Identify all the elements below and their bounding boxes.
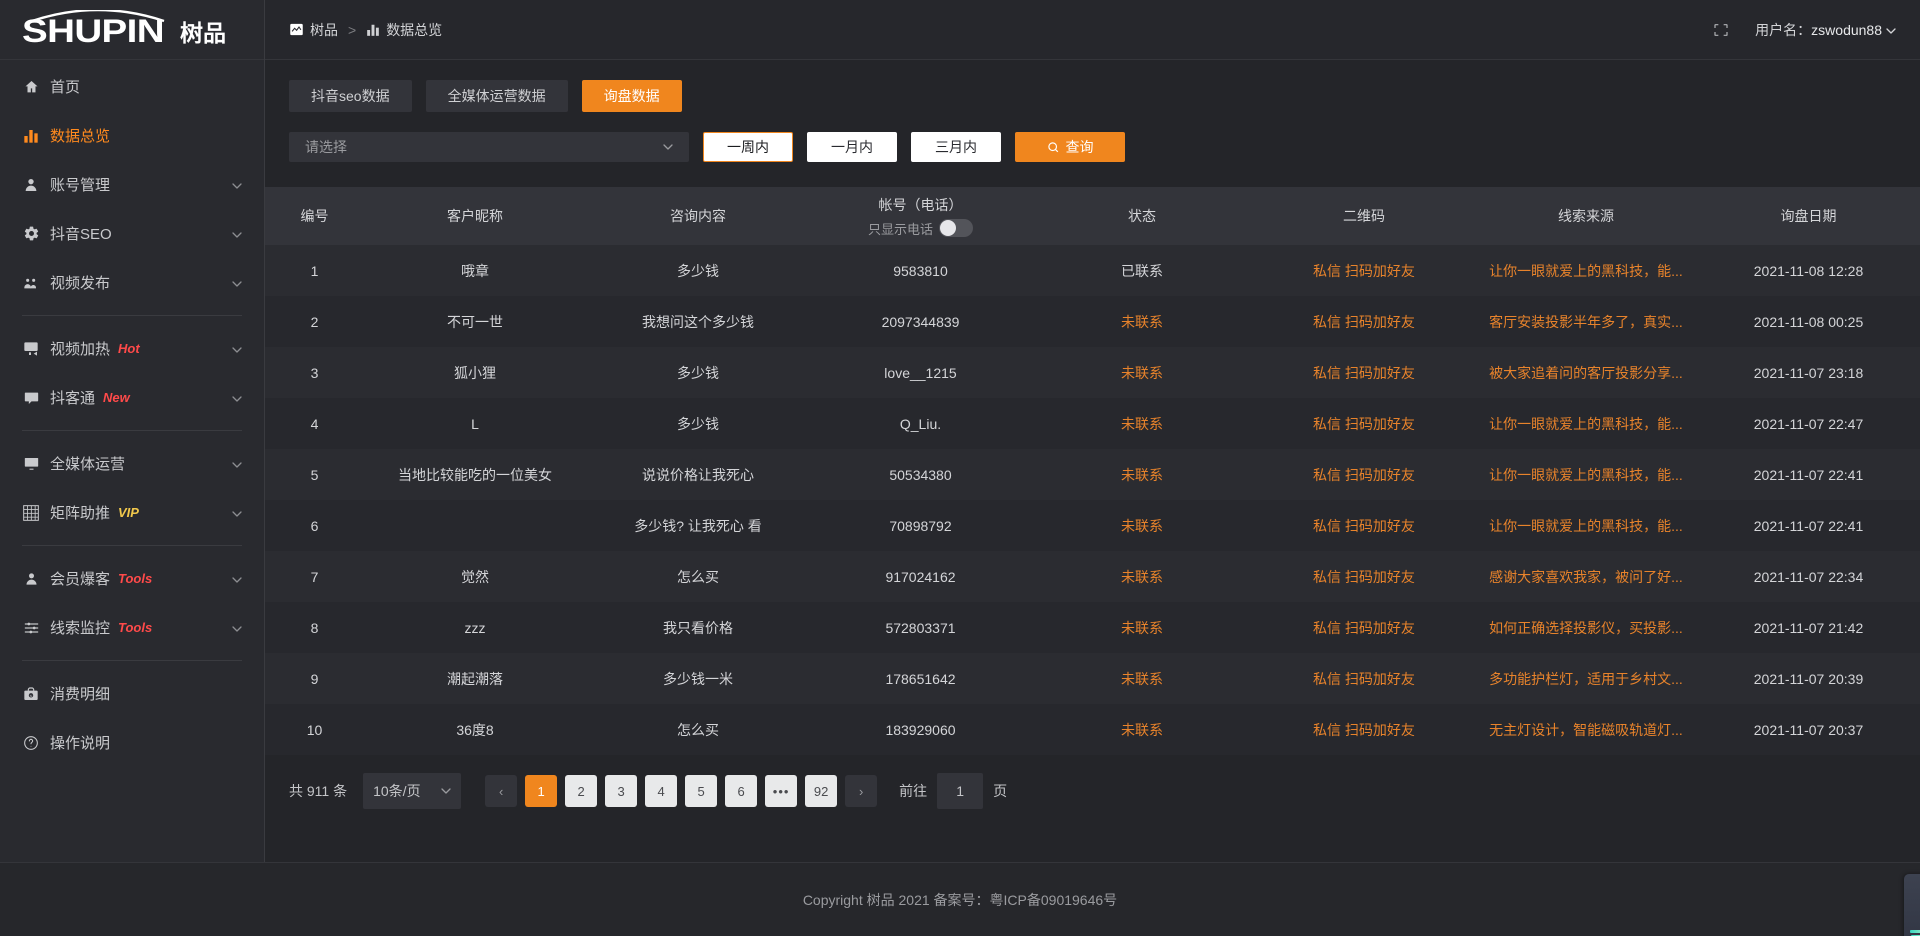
svg-text:树品: 树品 xyxy=(180,20,226,46)
